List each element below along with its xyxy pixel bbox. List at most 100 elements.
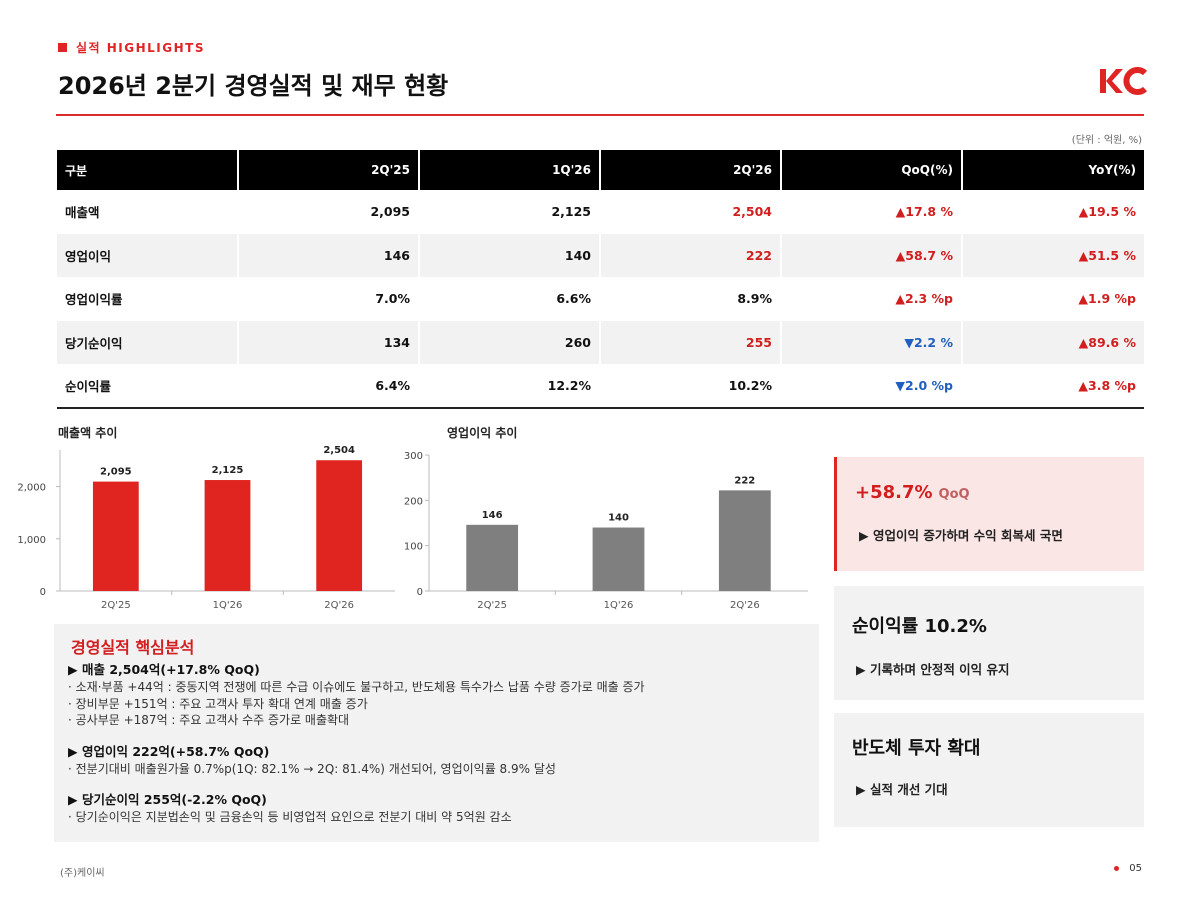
table-cell: 134 bbox=[238, 320, 420, 365]
table-cell: ▲19.5 % bbox=[1078, 204, 1136, 220]
column-header: 1Q'26 bbox=[419, 150, 601, 190]
card-value: 순이익률 10.2% bbox=[852, 616, 987, 637]
analysis-line: · 전분기대비 매출원가율 0.7%p(1Q: 82.1% → 2Q: 81.4… bbox=[68, 761, 556, 776]
analysis-group-revenue: ▶ 매출 2,504억(+17.8% QoQ) · 소재·부품 +44억 : 중… bbox=[68, 661, 805, 729]
revenue-bar-chart: 0 1,000 2,000 2,095 2Q'25 2,125 1Q'26 2,504 2Q'2… bbox=[17, 445, 395, 611]
analysis-heading: ▶ 당기순이익 255억(-2.2% QoQ) bbox=[68, 792, 267, 807]
table-cell: 260 bbox=[419, 320, 601, 365]
page-title: 2026년 2분기 경영실적 및 재무 현황 bbox=[58, 72, 449, 100]
table-cell: 2,125 bbox=[419, 190, 601, 234]
y-tick-label: 200 bbox=[404, 496, 423, 507]
column-header: 구분 bbox=[57, 150, 239, 190]
page-number: 05 bbox=[1129, 863, 1142, 874]
card-description: ▶ 기록하며 안정적 이익 유지 bbox=[856, 662, 1010, 677]
table-cell: 255 bbox=[600, 320, 782, 365]
analysis-heading: ▶ 매출 2,504억(+17.8% QoQ) bbox=[68, 662, 260, 677]
analysis-line: · 공사부문 +187억 : 주요 고객사 수주 증가로 매출확대 bbox=[68, 713, 350, 727]
column-header: 2Q'26 bbox=[600, 150, 782, 190]
table-cell: 10.2% bbox=[600, 364, 782, 409]
x-tick-label: 2Q'25 bbox=[101, 600, 131, 611]
x-tick-label: 1Q'26 bbox=[213, 600, 243, 611]
bar-value-label: 222 bbox=[734, 475, 755, 486]
table-cell: 6.6% bbox=[419, 277, 601, 321]
bar bbox=[718, 490, 771, 591]
section-tag-label: 실적 HIGHLIGHTS bbox=[76, 41, 205, 55]
card-description: ▶ 영업이익 증가하며 수익 회복세 국면 bbox=[859, 528, 1063, 543]
y-tick-label: 1,000 bbox=[17, 535, 46, 546]
card-value: 반도체 투자 확대 bbox=[852, 738, 981, 759]
table-header-row: 구분 2Q'25 1Q'26 2Q'26 QoQ(%) YoY(%) bbox=[57, 150, 1144, 190]
table-cell: ▲58.7 % bbox=[781, 233, 963, 278]
bar-value-label: 140 bbox=[608, 513, 629, 524]
y-tick-label: 2,000 bbox=[17, 483, 46, 494]
analysis-heading: ▶ 영업이익 222억(+58.7% QoQ) bbox=[68, 743, 270, 759]
y-tick-label: 300 bbox=[404, 451, 423, 462]
bar bbox=[204, 480, 251, 591]
section-tag: 실적 HIGHLIGHTS bbox=[58, 39, 205, 56]
section-marker-icon bbox=[58, 43, 67, 52]
highlight-card-net-margin: 순이익률 10.2% ▶ 기록하며 안정적 이익 유지 bbox=[834, 586, 1144, 700]
analysis-line: · 당기순이익은 지분법손익 및 금융손익 등 비영업적 요인으로 전분기 대비… bbox=[68, 810, 512, 824]
table-cell: 7.0% bbox=[238, 277, 420, 321]
table-cell: ▲89.6 % bbox=[962, 320, 1144, 365]
table-cell: ▲3.8 %p bbox=[962, 364, 1144, 409]
bar-value-label: 2,095 bbox=[100, 467, 132, 478]
bar bbox=[316, 460, 363, 591]
table-cell: ▲1.9 %p bbox=[1078, 291, 1136, 307]
table-row: 영업이익률 7.0% 6.6% 8.9% ▲2.3 %p ▲1.9 %p bbox=[57, 277, 1144, 321]
operating-profit-bar-chart: 0 100 200 300 146 2Q'25 140 1Q'26 222 2Q'26 bbox=[404, 451, 808, 611]
column-header: YoY(%) bbox=[962, 150, 1144, 190]
x-tick-label: 1Q'26 bbox=[604, 600, 634, 611]
table-cell: ▲17.8 % bbox=[781, 190, 963, 234]
card-big-text: +58.7% bbox=[855, 482, 933, 503]
table-cell: 146 bbox=[238, 233, 420, 278]
bar-value-label: 146 bbox=[482, 510, 503, 521]
analysis-panel: 경영실적 핵심분석 ▶ 매출 2,504억(+17.8% QoQ) · 소재·부… bbox=[54, 624, 819, 842]
y-tick-label: 0 bbox=[417, 587, 423, 598]
row-label: 매출액 bbox=[57, 190, 239, 234]
table-cell: 2,095 bbox=[238, 190, 420, 234]
financial-table: 구분 2Q'25 1Q'26 2Q'26 QoQ(%) YoY(%) 매출액 2… bbox=[57, 150, 1144, 409]
table-cell: ▼2.0 %p bbox=[781, 364, 963, 409]
table-row: 매출액 2,095 2,125 2,504 ▲17.8 % ▲19.5 % bbox=[57, 190, 1144, 234]
x-tick-label: 2Q'26 bbox=[730, 600, 760, 611]
analysis-line: · 장비부문 +151억 : 주요 고객사 투자 확대 연계 매출 증가 bbox=[68, 696, 368, 711]
y-tick-label: 0 bbox=[40, 587, 46, 598]
table-cell: 222 bbox=[600, 233, 782, 278]
bar bbox=[466, 524, 519, 591]
highlight-card-qoq: +58.7% QoQ ▶ 영업이익 증가하며 수익 회복세 국면 bbox=[834, 457, 1144, 571]
table-row: 영업이익 146 140 222 ▲58.7 % ▲51.5 % bbox=[57, 233, 1144, 278]
card-value: +58.7% QoQ bbox=[855, 482, 970, 503]
analysis-line: · 소재·부품 +44억 : 중동지역 전쟁에 따른 수급 이슈에도 불구하고,… bbox=[68, 680, 645, 694]
revenue-chart-title: 매출액 추이 bbox=[58, 426, 118, 440]
analysis-group-net-income: ▶ 당기순이익 255억(-2.2% QoQ) · 당기순이익은 지분법손익 및… bbox=[68, 791, 805, 826]
table-cell: ▲51.5 % bbox=[962, 233, 1144, 278]
row-label: 영업이익 bbox=[57, 233, 239, 278]
footer-company: (주)케이씨 bbox=[60, 868, 105, 879]
unit-note: (단위 : 억원, %) bbox=[1071, 135, 1142, 146]
table-cell: ▲2.3 %p bbox=[781, 277, 963, 321]
table-cell: 12.2% bbox=[419, 364, 601, 409]
analysis-group-operating-profit: ▶ 영업이익 222억(+58.7% QoQ) · 전분기대비 매출원가율 0.… bbox=[68, 743, 805, 778]
row-label: 영업이익률 bbox=[57, 277, 239, 321]
table-row: 순이익률 6.4% 12.2% 10.2% ▼2.0 %p ▲3.8 %p bbox=[57, 364, 1144, 409]
footer-page: 05 bbox=[1114, 863, 1142, 874]
table-cell: ▼2.2 % bbox=[781, 320, 963, 365]
x-tick-label: 2Q'25 bbox=[477, 600, 507, 611]
bar bbox=[92, 481, 139, 591]
title-divider bbox=[56, 114, 1144, 116]
table-cell: 6.4% bbox=[238, 364, 420, 409]
y-tick-label: 100 bbox=[404, 542, 423, 553]
kc-logo: KC bbox=[1100, 67, 1147, 95]
bar bbox=[592, 527, 645, 591]
column-header: QoQ(%) bbox=[781, 150, 963, 190]
bar-value-label: 2,504 bbox=[323, 445, 355, 456]
highlight-card-investment: 반도체 투자 확대 ▶ 실적 개선 기대 bbox=[834, 713, 1144, 827]
bar-value-label: 2,125 bbox=[212, 465, 244, 476]
page-dot-icon bbox=[1114, 866, 1120, 871]
analysis-title: 경영실적 핵심분석 bbox=[71, 638, 195, 657]
table-cell: 8.9% bbox=[600, 277, 782, 321]
card-sub-label: QoQ bbox=[938, 487, 970, 502]
row-label: 순이익률 bbox=[57, 364, 239, 409]
table-cell: 140 bbox=[419, 233, 601, 278]
